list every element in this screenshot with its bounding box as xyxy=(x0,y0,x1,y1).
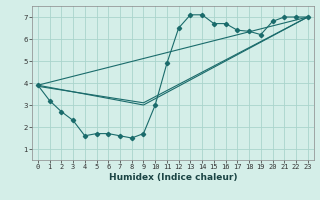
X-axis label: Humidex (Indice chaleur): Humidex (Indice chaleur) xyxy=(108,173,237,182)
